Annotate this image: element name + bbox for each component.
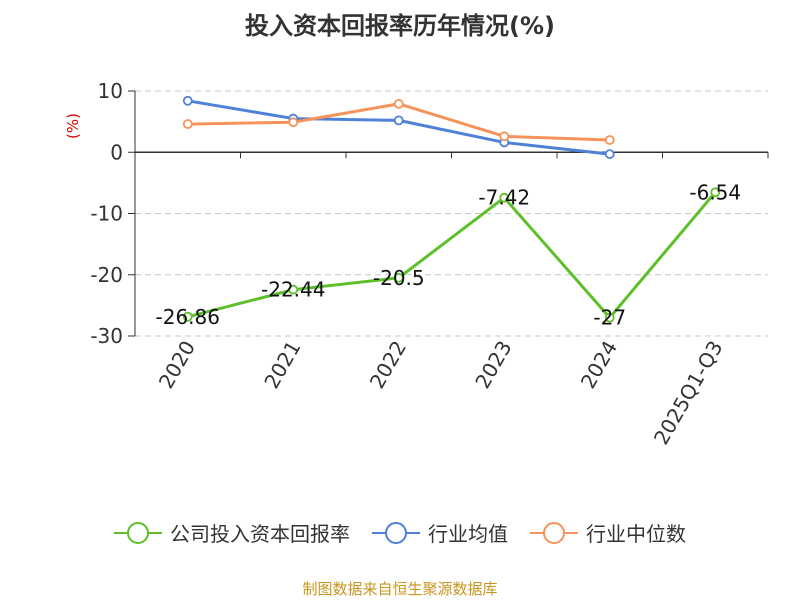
- series-point-1: [393, 115, 404, 126]
- series-point-1: [182, 95, 193, 106]
- series-point-2: [182, 119, 193, 129]
- x-tick-label: 2022: [365, 337, 411, 393]
- data-label: -6.54: [689, 180, 741, 204]
- legend-marker-icon: [114, 521, 162, 544]
- x-tick-label: 2020: [154, 337, 200, 393]
- x-tick-label: 2021: [259, 337, 305, 393]
- y-tick-label: 10: [98, 79, 123, 103]
- legend-label: 行业中位数: [586, 522, 686, 546]
- x-tick-label: 2024: [576, 337, 622, 393]
- legend: 公司投入资本回报率 行业均值 行业中位数: [0, 518, 800, 547]
- data-label: -20.5: [373, 266, 425, 290]
- legend-item[interactable]: 行业中位数: [530, 518, 686, 547]
- data-label: -7.42: [478, 186, 530, 210]
- data-labels: -26.86 -22.44 -20.5 -7.42 -27 -6.54: [156, 180, 742, 329]
- series-line-0: [187, 191, 717, 320]
- series-point-2: [499, 131, 510, 142]
- series-lines: [182, 95, 721, 323]
- x-tick-label: 2023: [470, 337, 516, 393]
- legend-label: 行业均值: [428, 522, 508, 546]
- y-axis-label: (%): [64, 113, 82, 139]
- series-point-2: [604, 135, 615, 145]
- y-tick-label: 0: [110, 140, 123, 164]
- legend-item[interactable]: 行业均值: [372, 518, 508, 547]
- data-label: -22.44: [261, 278, 325, 302]
- y-tick-label: -10: [90, 202, 123, 226]
- series-point-0: [710, 187, 721, 198]
- series-point-2: [288, 117, 299, 128]
- legend-item[interactable]: 公司投入资本回报率: [114, 518, 350, 547]
- series-point-1: [604, 149, 615, 159]
- y-tick-label: -20: [90, 263, 123, 287]
- legend-label: 公司投入资本回报率: [170, 522, 350, 546]
- grid-lines: [135, 90, 768, 337]
- data-label: -26.86: [156, 305, 220, 329]
- series-point-2: [393, 98, 404, 109]
- series-point-0: [604, 312, 615, 323]
- series-point-0: [499, 192, 510, 203]
- legend-marker-icon: [530, 521, 578, 544]
- series-point-0: [393, 272, 404, 283]
- chart-title: 投入资本回报率历年情况(%): [245, 12, 555, 40]
- series-point-0: [288, 284, 299, 295]
- source-note: 制图数据来自恒生聚源数据库: [302, 580, 498, 598]
- series-line-1: [187, 99, 610, 156]
- x-tick-label: 2025Q1-Q3: [649, 337, 728, 449]
- series-point-0: [182, 311, 193, 322]
- legend-marker-icon: [372, 521, 420, 544]
- y-tick-label: -30: [90, 324, 123, 348]
- data-label: -27: [593, 306, 626, 330]
